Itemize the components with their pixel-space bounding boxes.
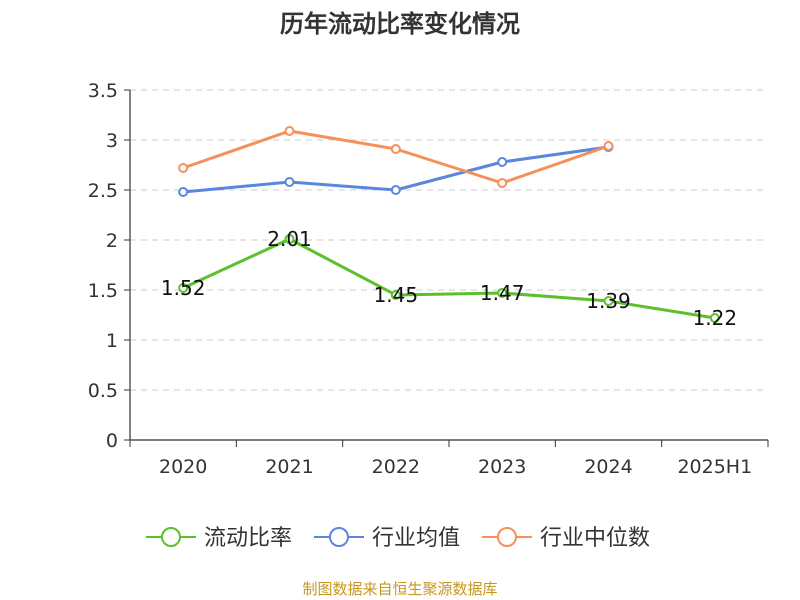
- data-label: 1.39: [586, 289, 631, 313]
- legend-marker-icon: [161, 527, 181, 547]
- x-tick-label: 2021: [265, 456, 313, 478]
- data-point: [284, 234, 295, 244]
- data-label: 1.47: [480, 281, 525, 305]
- data-label: 1.52: [161, 276, 206, 300]
- legend-item[interactable]: 行业中位数: [482, 526, 650, 551]
- legend-item[interactable]: 行业均值: [314, 526, 460, 551]
- series-lines: [178, 126, 720, 323]
- chart-title: 历年流动比率变化情况: [280, 10, 520, 38]
- data-label: 1.22: [693, 306, 738, 330]
- data-point: [709, 313, 720, 323]
- y-tick-label: 3.5: [88, 80, 118, 102]
- data-point: [178, 163, 189, 173]
- legend[interactable]: 流动比率 行业均值 行业中位数: [146, 526, 650, 551]
- data-point: [390, 290, 401, 300]
- data-label: 1.45: [374, 283, 419, 307]
- data-point: [390, 144, 401, 154]
- legend-marker-icon: [329, 527, 349, 547]
- y-tick-label: 1.5: [88, 280, 118, 302]
- x-tick-label: 2025H1: [677, 456, 752, 478]
- data-point: [497, 288, 508, 298]
- data-point: [390, 185, 401, 195]
- data-point: [603, 141, 614, 151]
- legend-marker-icon: [497, 527, 517, 547]
- x-tick-label: 2023: [478, 456, 526, 478]
- data-point: [178, 283, 189, 293]
- legend-label: 行业均值: [372, 526, 460, 551]
- legend-label: 行业中位数: [540, 526, 650, 551]
- data-point: [284, 177, 295, 187]
- data-point: [497, 157, 508, 167]
- data-label: 2.01: [267, 227, 312, 251]
- x-tick-label: 2022: [372, 456, 420, 478]
- source-note: 制图数据来自恒生聚源数据库: [302, 580, 498, 598]
- y-tick-label: 1: [106, 330, 118, 352]
- y-tick-label: 0.5: [88, 380, 118, 402]
- data-labels: 1.52 2.01 1.45 1.47 1.39 1.22: [161, 227, 737, 330]
- x-tick-label: 2020: [159, 456, 207, 478]
- legend-label: 流动比率: [204, 526, 292, 551]
- y-tick-label: 0: [106, 430, 118, 452]
- y-tick-label: 2: [106, 230, 118, 252]
- data-point: [284, 126, 295, 136]
- x-tick-label: 2024: [584, 456, 632, 478]
- y-tick-label: 2.5: [88, 180, 118, 202]
- legend-item[interactable]: 流动比率: [146, 526, 292, 551]
- data-point: [497, 178, 508, 188]
- series-line: [182, 237, 716, 320]
- data-point: [178, 187, 189, 197]
- grid-lines: [130, 89, 768, 391]
- data-point: [603, 296, 614, 306]
- y-tick-label: 3: [106, 130, 118, 152]
